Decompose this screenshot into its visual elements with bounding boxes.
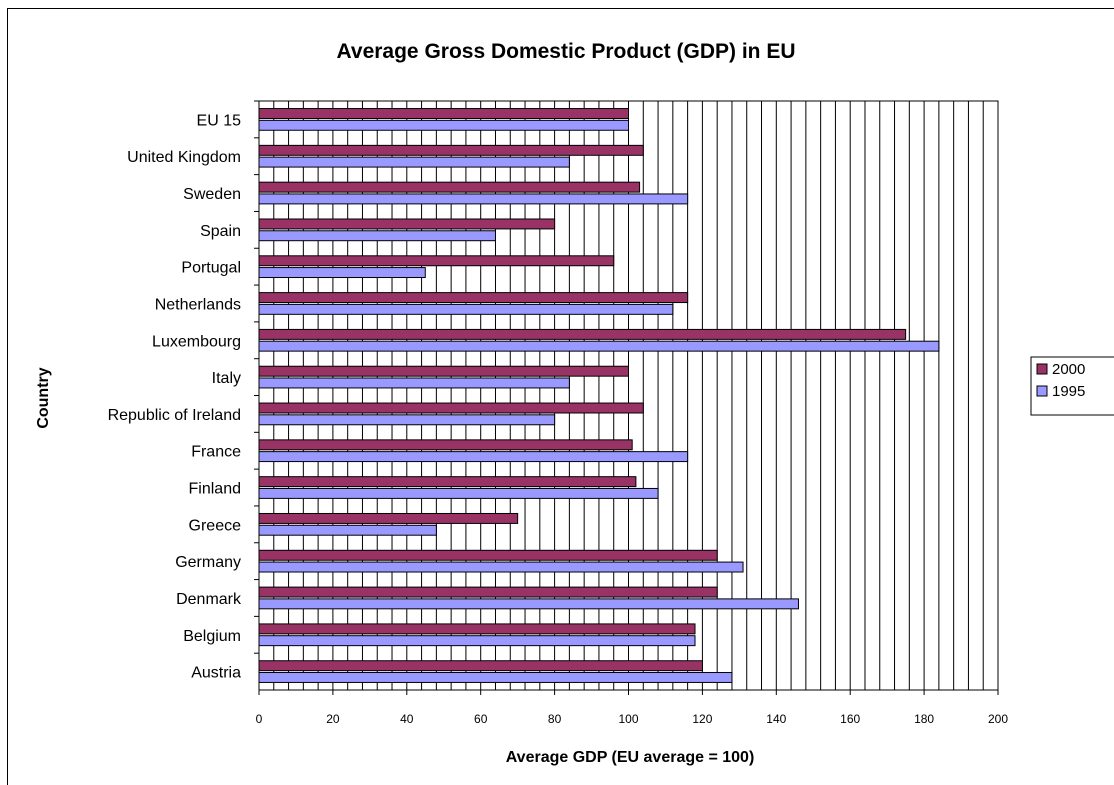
bar-1995 — [258, 672, 733, 683]
legend-label: 1995 — [1052, 383, 1085, 400]
bar-2000 — [258, 292, 689, 304]
legend-label: 2000 — [1052, 361, 1085, 378]
category-label: Portugal — [181, 260, 241, 277]
x-tick-label: 200 — [988, 712, 1008, 726]
y-axis-title: Country — [35, 367, 52, 428]
bar-2000 — [258, 660, 703, 672]
bar-2000 — [258, 108, 629, 119]
bar-2000 — [258, 365, 629, 377]
category-label: Italy — [212, 370, 241, 387]
legend-swatch — [1036, 363, 1048, 375]
x-axis-title: Average GDP (EU average = 100) — [506, 749, 755, 766]
plot-area: EU 15 United Kingdom Sweden Spain Portugal Ne… — [108, 100, 1008, 726]
bar-1995 — [258, 414, 556, 426]
x-tick-label: 180 — [914, 712, 934, 726]
x-tick-label: 100 — [618, 712, 638, 726]
bar-1995 — [258, 303, 674, 315]
bar-1995 — [258, 267, 426, 279]
bar-1995 — [258, 119, 629, 131]
bar-1995 — [258, 377, 570, 389]
category-label: EU 15 — [197, 112, 242, 129]
bar-2000 — [258, 586, 718, 598]
bar-2000 — [258, 623, 696, 635]
category-label: Austria — [191, 665, 241, 682]
x-tick-label: 140 — [766, 712, 786, 726]
bar-2000 — [258, 218, 556, 230]
bar-1995 — [258, 156, 570, 168]
bar-1995 — [258, 635, 696, 647]
bar-2000 — [258, 144, 644, 156]
bar-1995 — [258, 561, 744, 573]
x-tick-label: 80 — [548, 712, 562, 726]
legend-swatch — [1036, 385, 1048, 397]
bar-1995 — [258, 524, 437, 536]
category-label: Belgium — [183, 628, 241, 645]
bar-2000 — [258, 328, 907, 340]
chart-frame — [7, 8, 1114, 785]
category-label: Spain — [200, 223, 241, 240]
x-tick-label: 120 — [692, 712, 712, 726]
bar-2000 — [258, 439, 633, 451]
chart-title: Average Gross Domestic Product (GDP) in … — [337, 40, 796, 63]
category-label: Greece — [189, 517, 242, 534]
category-label: Netherlands — [155, 296, 241, 313]
bar-1995 — [258, 230, 496, 242]
bar-2000 — [258, 255, 615, 267]
x-tick-label: 60 — [474, 712, 488, 726]
bar-2000 — [258, 476, 637, 488]
category-label: Denmark — [176, 591, 242, 608]
x-tick-label: 0 — [256, 712, 263, 726]
bar-2000 — [258, 549, 718, 561]
bar-2000 — [258, 512, 519, 524]
bar-2000 — [258, 181, 641, 193]
legend: 2000 1995 — [1030, 356, 1114, 416]
x-tick-label: 20 — [326, 712, 340, 726]
bar-1995 — [258, 451, 689, 463]
bar-1995 — [258, 598, 799, 610]
x-tick-label: 160 — [840, 712, 860, 726]
category-label: Germany — [175, 554, 241, 571]
bar-2000 — [258, 402, 644, 414]
x-tick-label: 40 — [400, 712, 414, 726]
bar-1995 — [258, 340, 940, 352]
category-label: Finland — [189, 481, 241, 498]
bar-1995 — [258, 487, 659, 499]
bar-1995 — [258, 193, 689, 205]
category-label: Luxembourg — [152, 333, 241, 350]
category-label: United Kingdom — [127, 149, 241, 166]
category-label: Republic of Ireland — [108, 407, 241, 424]
category-label: Sweden — [183, 186, 241, 203]
category-label: France — [191, 444, 241, 461]
